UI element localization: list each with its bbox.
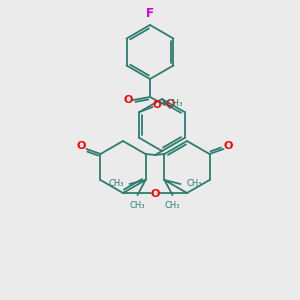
Text: F: F [146,7,154,20]
Text: O: O [150,189,160,199]
Text: O: O [77,141,86,151]
Text: O: O [123,95,133,105]
Text: CH₃: CH₃ [165,201,180,210]
Text: CH₃: CH₃ [130,201,145,210]
Text: O: O [152,100,161,110]
Text: CH₃: CH₃ [187,178,202,188]
Text: CH₃: CH₃ [108,178,124,188]
Text: CH₃: CH₃ [167,98,183,107]
Text: O: O [224,141,233,151]
Text: O: O [165,99,175,109]
